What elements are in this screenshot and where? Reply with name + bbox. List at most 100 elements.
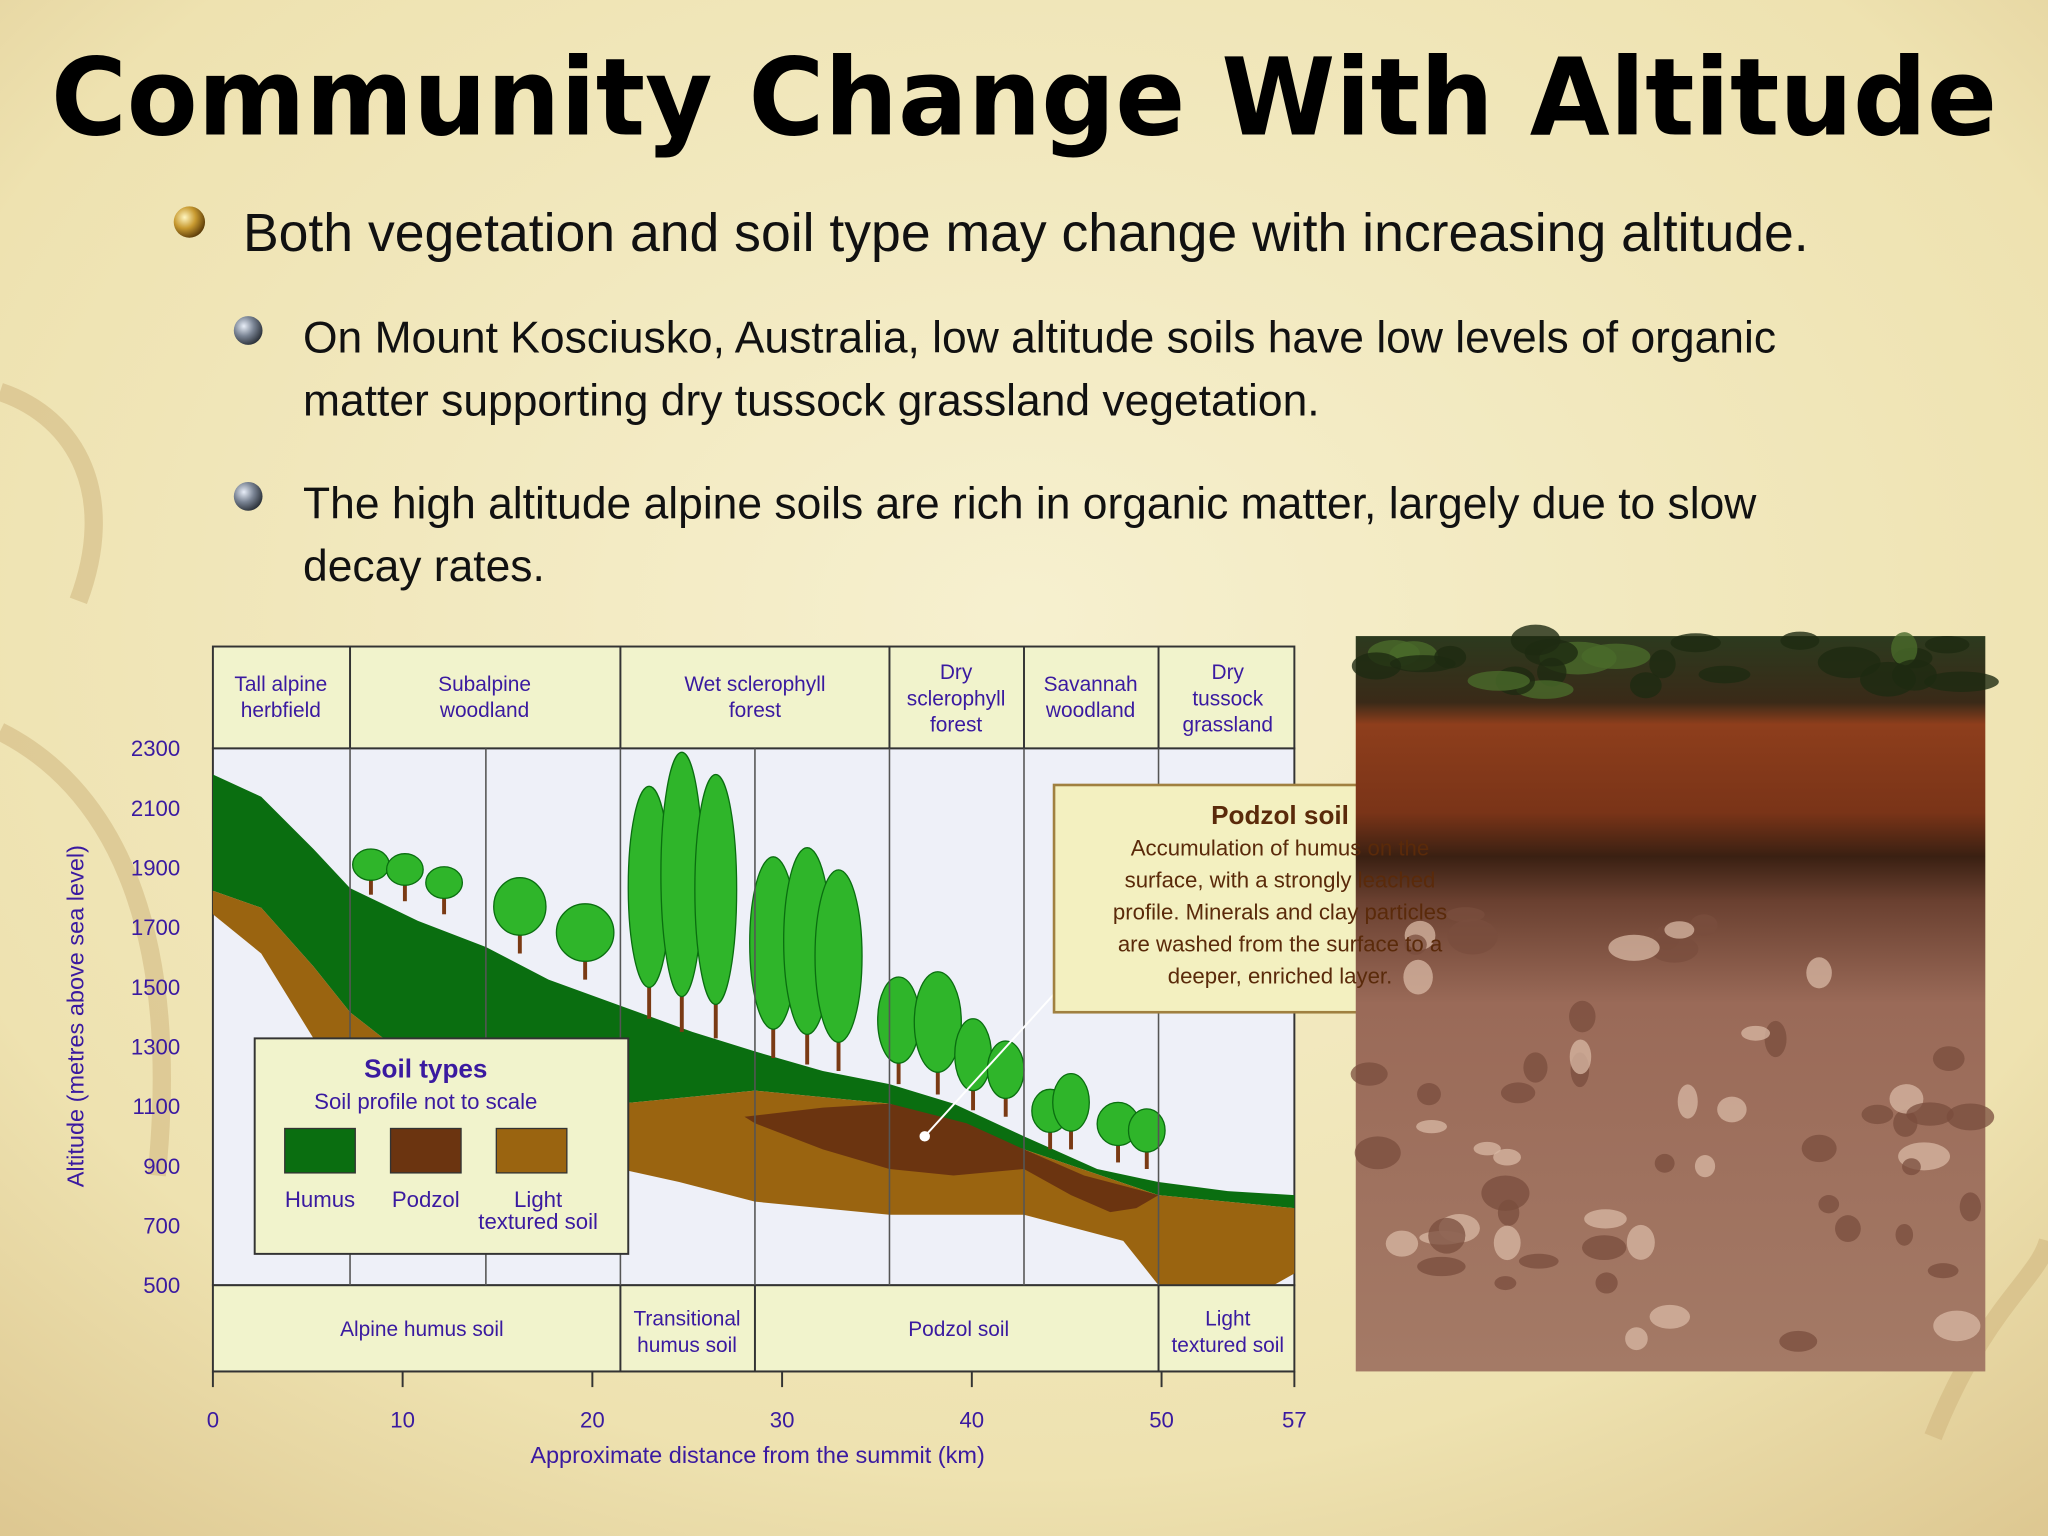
zone-label: Dry xyxy=(1212,661,1245,684)
y-tick-label: 500 xyxy=(143,1273,180,1298)
zone-label: forest xyxy=(729,699,781,722)
crown xyxy=(954,1018,992,1092)
foliage xyxy=(1581,643,1651,669)
zone-label: Savannah xyxy=(1044,673,1138,696)
pebble xyxy=(1694,1155,1716,1178)
pebble xyxy=(1906,1102,1954,1126)
bullet-list: Both vegetation and soil type may change… xyxy=(173,204,1809,591)
foliage xyxy=(1649,649,1676,679)
pebble xyxy=(1835,1215,1861,1243)
pebble xyxy=(1494,1276,1517,1291)
pebble xyxy=(1801,1134,1837,1163)
pebble xyxy=(1595,1272,1618,1294)
zone-label: Dry xyxy=(940,661,973,684)
crown xyxy=(425,866,464,900)
crown xyxy=(986,1040,1025,1100)
x-axis-label: Approximate distance from the summit (km… xyxy=(530,1442,984,1468)
pebble xyxy=(1493,1148,1521,1166)
bullet-text: decay rates. xyxy=(303,542,545,591)
callout-pointer xyxy=(924,991,1057,1137)
pebble xyxy=(1677,1084,1698,1119)
pebble xyxy=(1717,1096,1747,1123)
legend-label: Light xyxy=(514,1187,562,1212)
pebble xyxy=(1569,1039,1592,1075)
legend-subtitle: Soil profile not to scale xyxy=(314,1089,537,1114)
soil-photo xyxy=(1350,624,1999,1372)
legend-label: Humus xyxy=(285,1187,355,1212)
zone-label: tussock xyxy=(1192,687,1263,710)
callout-text: profile. Minerals and clay particles xyxy=(1113,900,1447,925)
bullet-text: On Mount Kosciusko, Australia, low altit… xyxy=(303,314,1776,363)
bullet-icon xyxy=(173,206,206,238)
photo xyxy=(1355,636,1986,1372)
pebble xyxy=(1895,1223,1914,1246)
pebble xyxy=(1932,1046,1965,1071)
pebble xyxy=(1927,1263,1959,1279)
foliage xyxy=(1537,657,1567,687)
pebble xyxy=(1481,1175,1530,1211)
crown xyxy=(814,869,863,1043)
callout-text: are washed from the surface to a xyxy=(1118,932,1443,957)
soil-label: Alpine humus soil xyxy=(340,1318,504,1341)
pebble xyxy=(1861,1104,1894,1125)
pebble xyxy=(1417,1082,1441,1106)
soil-label: Light xyxy=(1205,1308,1250,1331)
pebble xyxy=(1902,1158,1921,1176)
bullet-text: matter supporting dry tussock grassland … xyxy=(303,376,1320,425)
zone-label: woodland xyxy=(439,699,529,722)
humus-layer xyxy=(212,774,1295,1209)
soil-label: textured soil xyxy=(1171,1334,1284,1357)
pebble xyxy=(1385,1230,1419,1257)
legend-label: textured soil xyxy=(478,1209,598,1234)
pebble xyxy=(1779,1330,1818,1352)
pebble xyxy=(1654,1153,1675,1173)
x-tick-label: 40 xyxy=(959,1408,984,1433)
bullet-text: The high altitude alpine soils are rich … xyxy=(303,480,1757,529)
pebble xyxy=(1582,1235,1627,1261)
soil-label: Podzol soil xyxy=(908,1318,1009,1341)
pebble xyxy=(1649,1304,1691,1329)
bullet-icon xyxy=(233,316,263,345)
podzol-layer xyxy=(744,1103,1159,1213)
pebble xyxy=(1625,1327,1648,1351)
pebble xyxy=(1404,934,1427,955)
crown xyxy=(913,971,962,1073)
pebble xyxy=(1818,1195,1840,1214)
bullet-text: Both vegetation and soil type may change… xyxy=(243,204,1809,263)
crown xyxy=(694,773,738,1006)
pebble xyxy=(1350,1062,1388,1086)
legend-swatch xyxy=(495,1127,568,1174)
zone-header xyxy=(211,645,1296,750)
pebble xyxy=(1493,1225,1521,1261)
x-tick-label: 50 xyxy=(1149,1408,1174,1433)
soil-band xyxy=(211,1284,1296,1373)
callout-title: Podzol soil xyxy=(1211,800,1349,830)
callout-text: Accumulation of humus on the xyxy=(1131,836,1429,861)
pebble xyxy=(1403,959,1433,995)
pebble xyxy=(1446,907,1485,923)
crown xyxy=(1052,1072,1090,1132)
crown xyxy=(493,877,547,936)
pebble xyxy=(1354,1136,1401,1170)
callout-dot xyxy=(919,1131,930,1142)
pebble xyxy=(1473,1141,1501,1156)
crown xyxy=(351,848,390,881)
pebble xyxy=(1741,1025,1771,1041)
y-tick-label: 1100 xyxy=(133,1094,181,1119)
legend-title: Soil types xyxy=(364,1054,487,1084)
foliage xyxy=(1670,633,1721,653)
y-tick-label: 1300 xyxy=(131,1034,180,1059)
foliage xyxy=(1389,655,1456,673)
x-tick-label: 0 xyxy=(207,1408,219,1433)
y-tick-label: 700 xyxy=(143,1213,180,1238)
foliage xyxy=(1698,665,1751,684)
pebble xyxy=(1584,1209,1627,1229)
pebble xyxy=(1447,918,1498,955)
y-tick-label: 900 xyxy=(143,1154,180,1179)
pebble xyxy=(1500,1082,1536,1104)
zone-label: herbfield xyxy=(241,699,321,722)
foliage xyxy=(1891,632,1918,666)
pebble xyxy=(1664,921,1695,939)
legend-label: Podzol xyxy=(392,1187,460,1212)
pebble xyxy=(1428,1217,1466,1254)
